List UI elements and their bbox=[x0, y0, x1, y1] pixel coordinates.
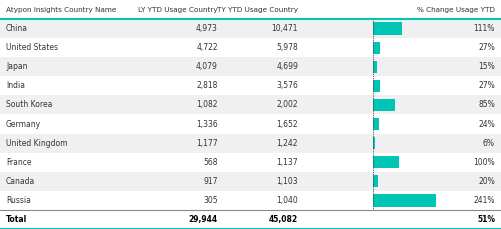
Text: 51%: 51% bbox=[477, 215, 495, 224]
Bar bbox=[373, 22, 402, 35]
Text: 3,576: 3,576 bbox=[276, 81, 298, 90]
Bar bbox=[373, 99, 395, 111]
Text: India: India bbox=[6, 81, 25, 90]
Text: 4,079: 4,079 bbox=[196, 62, 218, 71]
Text: 29,944: 29,944 bbox=[189, 215, 218, 224]
Text: Germany: Germany bbox=[6, 120, 41, 128]
Text: Japan: Japan bbox=[6, 62, 28, 71]
Text: United Kingdom: United Kingdom bbox=[6, 139, 68, 148]
Bar bbox=[373, 175, 378, 188]
Bar bbox=[373, 118, 379, 130]
Bar bbox=[373, 41, 380, 54]
Text: 4,722: 4,722 bbox=[196, 43, 218, 52]
Text: 1,177: 1,177 bbox=[196, 139, 218, 148]
Text: 24%: 24% bbox=[478, 120, 495, 128]
Text: 6%: 6% bbox=[483, 139, 495, 148]
Text: % Change Usage YTD: % Change Usage YTD bbox=[417, 7, 495, 13]
Bar bbox=[0, 153, 501, 172]
Text: 111%: 111% bbox=[473, 24, 495, 33]
Bar bbox=[0, 38, 501, 57]
Bar bbox=[373, 137, 375, 149]
Text: 1,652: 1,652 bbox=[277, 120, 298, 128]
Bar bbox=[0, 114, 501, 134]
Text: France: France bbox=[6, 158, 32, 167]
Text: 1,242: 1,242 bbox=[277, 139, 298, 148]
Text: 1,137: 1,137 bbox=[277, 158, 298, 167]
Text: 10,471: 10,471 bbox=[272, 24, 298, 33]
Bar bbox=[0, 76, 501, 95]
Text: 27%: 27% bbox=[478, 43, 495, 52]
Text: Total: Total bbox=[6, 215, 27, 224]
Bar bbox=[373, 80, 380, 92]
Bar bbox=[373, 194, 436, 207]
Bar bbox=[0, 134, 501, 153]
Text: TY YTD Usage Country: TY YTD Usage Country bbox=[217, 7, 298, 13]
Bar bbox=[0, 172, 501, 191]
Bar bbox=[0, 95, 501, 114]
Text: 1,336: 1,336 bbox=[196, 120, 218, 128]
Text: Canada: Canada bbox=[6, 177, 35, 186]
Bar bbox=[0, 210, 501, 229]
Text: LY YTD Usage Country: LY YTD Usage Country bbox=[138, 7, 218, 13]
Text: 45,082: 45,082 bbox=[269, 215, 298, 224]
Text: 568: 568 bbox=[203, 158, 218, 167]
Text: 1,040: 1,040 bbox=[277, 196, 298, 205]
Bar bbox=[373, 61, 377, 73]
Text: 100%: 100% bbox=[473, 158, 495, 167]
Text: 1,082: 1,082 bbox=[196, 101, 218, 109]
Bar bbox=[0, 0, 501, 19]
Text: 1,103: 1,103 bbox=[277, 177, 298, 186]
Bar bbox=[373, 156, 399, 168]
Bar bbox=[0, 191, 501, 210]
Bar bbox=[0, 19, 501, 38]
Text: Russia: Russia bbox=[6, 196, 31, 205]
Text: 20%: 20% bbox=[478, 177, 495, 186]
Text: 4,973: 4,973 bbox=[196, 24, 218, 33]
Text: 5,978: 5,978 bbox=[277, 43, 298, 52]
Text: South Korea: South Korea bbox=[6, 101, 53, 109]
Text: 15%: 15% bbox=[478, 62, 495, 71]
Bar bbox=[0, 57, 501, 76]
Text: 2,818: 2,818 bbox=[196, 81, 218, 90]
Text: 27%: 27% bbox=[478, 81, 495, 90]
Text: Atypon Insights Country Name: Atypon Insights Country Name bbox=[6, 7, 116, 13]
Text: China: China bbox=[6, 24, 28, 33]
Text: 85%: 85% bbox=[478, 101, 495, 109]
Text: United States: United States bbox=[6, 43, 58, 52]
Text: 241%: 241% bbox=[473, 196, 495, 205]
Text: 917: 917 bbox=[203, 177, 218, 186]
Text: 4,699: 4,699 bbox=[276, 62, 298, 71]
Text: 305: 305 bbox=[203, 196, 218, 205]
Text: 2,002: 2,002 bbox=[277, 101, 298, 109]
